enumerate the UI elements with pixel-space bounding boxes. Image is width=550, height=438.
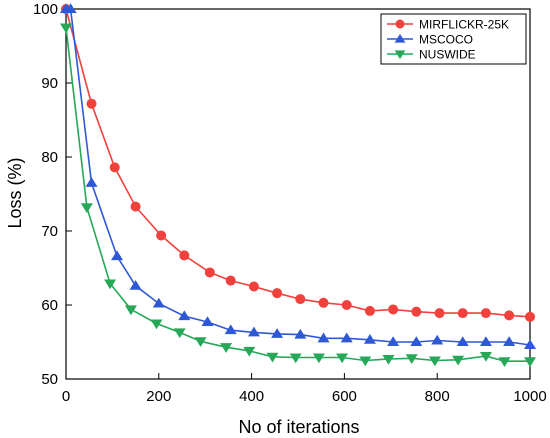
data-point xyxy=(80,203,93,214)
data-point xyxy=(220,343,233,353)
y-tick-label: 90 xyxy=(41,75,58,92)
data-point xyxy=(64,3,77,14)
data-point xyxy=(456,336,469,347)
data-point xyxy=(124,305,137,316)
data-point xyxy=(150,319,163,330)
data-point xyxy=(457,308,468,319)
data-point xyxy=(312,353,325,364)
legend-label: NUSWIDE xyxy=(419,48,476,62)
data-point xyxy=(428,356,441,367)
y-tick-label: 70 xyxy=(41,223,58,240)
data-point xyxy=(434,308,445,319)
data-point xyxy=(405,354,418,365)
data-point xyxy=(271,328,284,338)
data-point xyxy=(111,250,124,261)
data-point xyxy=(109,162,120,173)
data-point xyxy=(224,324,237,335)
data-point xyxy=(194,337,207,348)
data-point xyxy=(317,332,330,343)
series-mirflickr-25k xyxy=(61,4,535,322)
y-tick-label: 50 xyxy=(41,371,58,388)
x-tick-label: 200 xyxy=(146,388,171,405)
data-point xyxy=(86,98,97,109)
data-point xyxy=(364,305,375,316)
legend-label: MSCOCO xyxy=(419,33,473,47)
data-point xyxy=(411,306,422,317)
data-point xyxy=(479,352,492,362)
data-point xyxy=(480,308,491,319)
data-point xyxy=(204,267,215,278)
x-tick-label: 1000 xyxy=(513,388,546,405)
data-point xyxy=(156,230,167,241)
data-point xyxy=(431,334,444,345)
legend-marker xyxy=(395,19,405,29)
data-point xyxy=(340,332,353,343)
data-point xyxy=(225,275,236,286)
data-point xyxy=(336,353,349,364)
data-point xyxy=(498,357,511,367)
x-tick-label: 600 xyxy=(332,388,357,405)
axes: 0 200 400 600 800 1000 50 60 70 80 90 100 xyxy=(33,1,547,405)
data-point xyxy=(248,281,259,292)
data-point xyxy=(289,353,302,364)
y-tick-label: 80 xyxy=(41,149,58,166)
data-point xyxy=(60,23,72,34)
data-point xyxy=(178,310,191,321)
series-line xyxy=(66,8,531,346)
y-tick-label: 60 xyxy=(41,297,58,314)
x-tick-label: 800 xyxy=(425,388,450,405)
data-point xyxy=(363,334,376,344)
data-point xyxy=(247,326,260,337)
data-point xyxy=(295,294,306,305)
series-mscoco xyxy=(60,3,536,349)
data-point xyxy=(503,336,516,347)
data-point xyxy=(388,304,399,315)
data-point xyxy=(179,250,190,261)
data-point xyxy=(524,357,536,367)
data-point xyxy=(266,352,279,363)
legend-marker xyxy=(394,50,406,60)
data-point xyxy=(479,336,492,347)
plot-frame xyxy=(65,8,531,380)
data-point xyxy=(410,336,423,347)
data-point xyxy=(382,354,395,365)
data-point xyxy=(173,328,186,339)
x-tick-label: 0 xyxy=(62,388,70,405)
data-point xyxy=(104,279,117,290)
data-point xyxy=(272,288,283,299)
data-point xyxy=(243,346,256,357)
data-point xyxy=(359,356,372,367)
series-layer xyxy=(60,3,536,367)
x-axis-title: No of iterations xyxy=(238,417,359,437)
data-point xyxy=(387,336,400,347)
data-point xyxy=(525,311,535,322)
x-tick-label: 400 xyxy=(239,388,264,405)
data-point xyxy=(129,280,142,290)
data-point xyxy=(201,316,214,327)
data-point xyxy=(318,297,329,308)
data-point xyxy=(294,328,307,339)
data-point xyxy=(130,201,141,212)
data-point xyxy=(524,339,536,349)
data-point xyxy=(452,355,465,366)
data-point xyxy=(341,300,352,310)
data-point xyxy=(152,297,165,308)
legend-marker xyxy=(394,33,406,43)
y-axis-title: Loss (%) xyxy=(5,157,25,228)
y-tick-label: 100 xyxy=(33,1,58,18)
legend-label: MIRFLICKR-25K xyxy=(419,18,509,32)
series-nuswide xyxy=(60,23,536,367)
data-point xyxy=(85,177,98,187)
data-point xyxy=(504,310,515,321)
